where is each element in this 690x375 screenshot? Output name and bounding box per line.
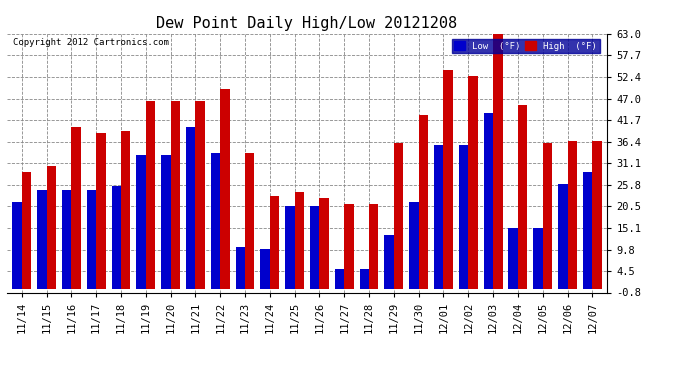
Bar: [484, 113, 493, 289]
Bar: [434, 145, 444, 289]
Bar: [543, 143, 552, 289]
Bar: [270, 196, 279, 289]
Bar: [567, 141, 577, 289]
Bar: [260, 249, 270, 289]
Bar: [459, 145, 469, 289]
Bar: [87, 190, 96, 289]
Text: Copyright 2012 Cartronics.com: Copyright 2012 Cartronics.com: [13, 38, 169, 46]
Bar: [195, 100, 205, 289]
Bar: [310, 206, 319, 289]
Bar: [121, 131, 130, 289]
Legend: Low  (°F), High  (°F): Low (°F), High (°F): [451, 39, 600, 53]
Bar: [533, 228, 543, 289]
Bar: [245, 153, 255, 289]
Bar: [509, 228, 518, 289]
Bar: [112, 186, 121, 289]
Bar: [335, 269, 344, 289]
Bar: [344, 204, 354, 289]
Bar: [146, 100, 155, 289]
Bar: [47, 165, 56, 289]
Bar: [235, 247, 245, 289]
Bar: [71, 127, 81, 289]
Bar: [394, 143, 403, 289]
Bar: [37, 190, 47, 289]
Bar: [359, 269, 369, 289]
Bar: [409, 202, 419, 289]
Bar: [12, 202, 22, 289]
Bar: [161, 155, 170, 289]
Bar: [295, 192, 304, 289]
Bar: [220, 88, 230, 289]
Bar: [137, 155, 146, 289]
Bar: [518, 105, 527, 289]
Bar: [583, 172, 592, 289]
Title: Dew Point Daily High/Low 20121208: Dew Point Daily High/Low 20121208: [157, 16, 457, 31]
Bar: [558, 184, 567, 289]
Bar: [170, 100, 180, 289]
Bar: [211, 153, 220, 289]
Bar: [285, 206, 295, 289]
Bar: [493, 32, 502, 289]
Bar: [319, 198, 329, 289]
Bar: [186, 127, 195, 289]
Bar: [419, 115, 428, 289]
Bar: [96, 133, 106, 289]
Bar: [444, 70, 453, 289]
Bar: [369, 204, 379, 289]
Bar: [592, 141, 602, 289]
Bar: [62, 190, 71, 289]
Bar: [384, 234, 394, 289]
Bar: [469, 76, 477, 289]
Bar: [22, 172, 31, 289]
